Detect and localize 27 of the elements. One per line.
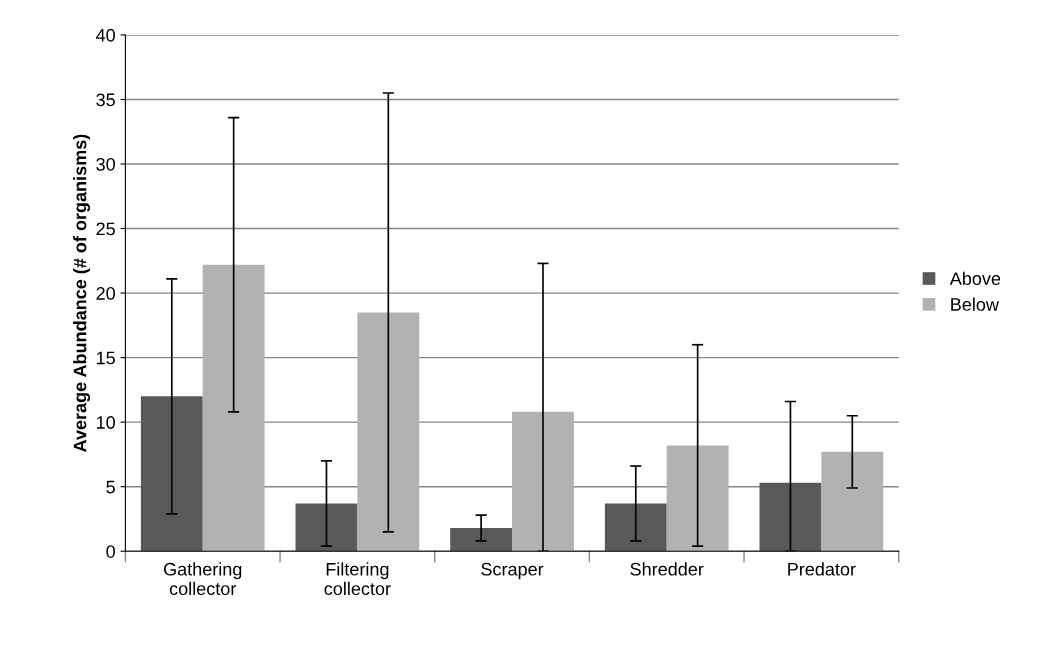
bar [295,503,358,552]
bar [512,411,574,552]
y-tick-label: 30 [96,157,115,171]
x-tick-label: Scraper [481,562,544,580]
x-tick-label: Shredder [630,562,704,576]
bar [357,312,420,552]
bar [604,503,667,552]
y-tick-label: 20 [96,287,115,300]
y-axis-title: Average Abundance (# of organisms) [73,134,91,452]
y-tick-label: 15 [96,351,115,365]
bar [666,445,729,552]
bar [759,482,822,552]
x-tick-label: Gathering collector [164,562,242,596]
y-tick-label: 25 [96,222,115,236]
bar [140,396,203,552]
bar [202,264,265,552]
legend-label: Above [949,271,1001,286]
y-tick-label: 40 [96,28,115,42]
y-tick-label: 35 [96,93,115,107]
bar [450,528,513,552]
legend-label: Below [951,297,999,311]
y-tick-label: 0 [106,545,115,558]
x-tick-label: Filtering collector [324,562,391,596]
y-tick-label: 10 [96,416,115,429]
bar [821,451,884,552]
x-tick-label: Predator [788,562,856,576]
y-tick-label: 5 [106,480,115,494]
